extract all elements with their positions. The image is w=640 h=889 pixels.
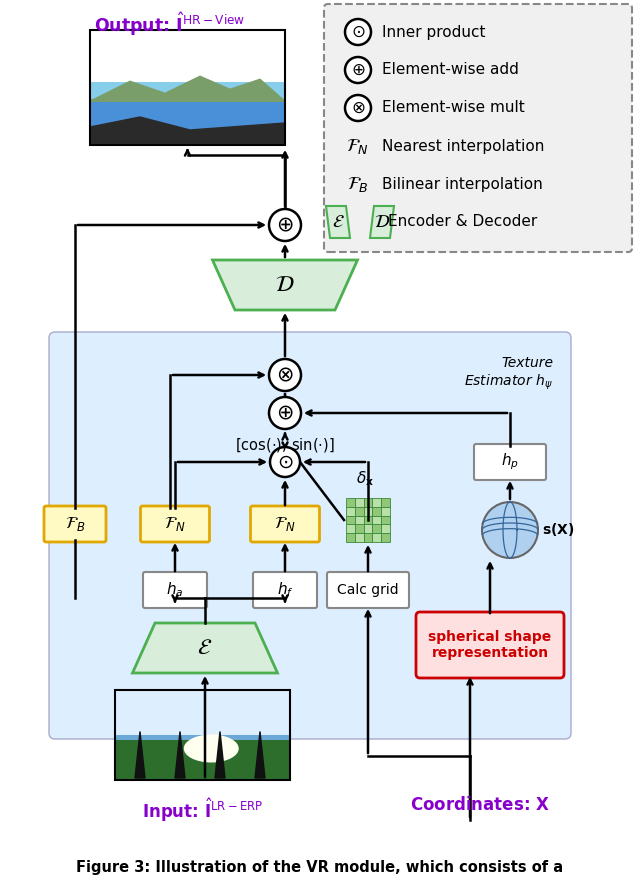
FancyBboxPatch shape: [416, 612, 564, 678]
FancyBboxPatch shape: [253, 572, 317, 608]
Text: $\mathcal{E}$: $\mathcal{E}$: [332, 213, 344, 231]
Polygon shape: [90, 76, 285, 101]
Bar: [115, 735, 290, 780]
Bar: [355, 516, 364, 525]
Bar: [355, 498, 364, 507]
Text: $h_p$: $h_p$: [501, 452, 519, 472]
Circle shape: [269, 209, 301, 241]
Text: $\mathcal{F}_N$: $\mathcal{F}_N$: [164, 515, 186, 533]
Bar: [346, 525, 355, 533]
Bar: [364, 525, 372, 533]
Bar: [364, 507, 372, 516]
Bar: [381, 507, 390, 516]
Text: $\odot$: $\odot$: [351, 23, 365, 41]
Text: $\odot$: $\odot$: [276, 453, 293, 471]
Bar: [381, 498, 390, 507]
Text: Calc grid: Calc grid: [337, 583, 399, 597]
Text: $\oplus$: $\oplus$: [351, 61, 365, 79]
FancyBboxPatch shape: [250, 506, 319, 542]
Polygon shape: [326, 206, 350, 238]
Text: $\mathcal{D}$: $\mathcal{D}$: [374, 213, 390, 231]
Text: Texture
Estimator $h_\psi$: Texture Estimator $h_\psi$: [464, 356, 553, 392]
Bar: [90, 99, 285, 145]
Text: Coordinates: $\mathbf{X}$: Coordinates: $\mathbf{X}$: [410, 796, 550, 814]
Text: $\mathcal{E}$: $\mathcal{E}$: [197, 637, 212, 659]
Text: $h_a$: $h_a$: [166, 581, 184, 599]
Text: Nearest interpolation: Nearest interpolation: [382, 139, 545, 154]
Circle shape: [482, 502, 538, 558]
Text: $\mathcal{D}$: $\mathcal{D}$: [275, 274, 295, 296]
Polygon shape: [212, 260, 358, 310]
Text: Element-wise mult: Element-wise mult: [382, 100, 525, 116]
Bar: [372, 516, 381, 525]
Bar: [115, 690, 290, 780]
Bar: [346, 507, 355, 516]
Polygon shape: [215, 732, 225, 778]
Bar: [381, 525, 390, 533]
Text: $\oplus$: $\oplus$: [276, 403, 294, 423]
Circle shape: [270, 447, 300, 477]
Bar: [346, 533, 355, 542]
Bar: [355, 525, 364, 533]
Circle shape: [345, 95, 371, 121]
Text: Output: $\hat{\mathbf{I}}^{\mathrm{HR-View}}$: Output: $\hat{\mathbf{I}}^{\mathrm{HR-Vi…: [94, 10, 246, 37]
FancyBboxPatch shape: [474, 444, 546, 480]
Bar: [364, 533, 372, 542]
FancyBboxPatch shape: [143, 572, 207, 608]
Text: $\mathcal{F}_N$: $\mathcal{F}_N$: [346, 137, 369, 156]
Text: $\mathcal{F}_B$: $\mathcal{F}_B$: [65, 515, 85, 533]
Text: spherical shape
representation: spherical shape representation: [428, 630, 552, 661]
Bar: [355, 507, 364, 516]
Bar: [90, 30, 285, 145]
FancyBboxPatch shape: [324, 4, 632, 252]
Text: $\mathbf{s(X)}$: $\mathbf{s(X)}$: [542, 522, 575, 539]
Ellipse shape: [184, 734, 239, 763]
Text: $\mathcal{F}_N$: $\mathcal{F}_N$: [275, 515, 296, 533]
Text: Inner product: Inner product: [382, 25, 486, 39]
Text: $\oplus$: $\oplus$: [276, 215, 294, 235]
Bar: [372, 525, 381, 533]
Text: Bilinear interpolation: Bilinear interpolation: [382, 177, 543, 191]
FancyBboxPatch shape: [141, 506, 209, 542]
Polygon shape: [132, 623, 278, 673]
Polygon shape: [175, 732, 185, 778]
Text: Input: $\hat{\mathbf{I}}^{\mathrm{LR-ERP}}$: Input: $\hat{\mathbf{I}}^{\mathrm{LR-ERP…: [142, 796, 263, 823]
Circle shape: [269, 397, 301, 429]
Bar: [381, 533, 390, 542]
Text: Element-wise add: Element-wise add: [382, 62, 519, 77]
Polygon shape: [135, 732, 145, 778]
Text: $\mathcal{F}_B$: $\mathcal{F}_B$: [347, 174, 369, 194]
Bar: [381, 516, 390, 525]
Bar: [90, 82, 285, 145]
Polygon shape: [255, 732, 265, 778]
Circle shape: [345, 19, 371, 45]
Text: Figure 3: Illustration of the VR module, which consists of a: Figure 3: Illustration of the VR module,…: [76, 860, 564, 875]
Circle shape: [345, 57, 371, 83]
Text: $h_f$: $h_f$: [276, 581, 293, 599]
Circle shape: [269, 359, 301, 391]
FancyBboxPatch shape: [327, 572, 409, 608]
Bar: [372, 507, 381, 516]
Bar: [346, 498, 355, 507]
Text: $\otimes$: $\otimes$: [351, 99, 365, 117]
Bar: [372, 533, 381, 542]
Bar: [355, 533, 364, 542]
Bar: [364, 516, 372, 525]
Text: $[\cos(\cdot),\, \sin(\cdot)]$: $[\cos(\cdot),\, \sin(\cdot)]$: [235, 436, 335, 454]
FancyBboxPatch shape: [44, 506, 106, 542]
Bar: [346, 516, 355, 525]
Text: $\otimes$: $\otimes$: [276, 365, 294, 385]
FancyBboxPatch shape: [49, 332, 571, 739]
Text: Encoder & Decoder: Encoder & Decoder: [388, 214, 537, 229]
Bar: [372, 498, 381, 507]
Polygon shape: [90, 117, 285, 145]
Bar: [364, 498, 372, 507]
Bar: [115, 740, 290, 780]
Text: $\delta_{\mathbf{x}}$: $\delta_{\mathbf{x}}$: [356, 469, 374, 488]
Polygon shape: [370, 206, 394, 238]
